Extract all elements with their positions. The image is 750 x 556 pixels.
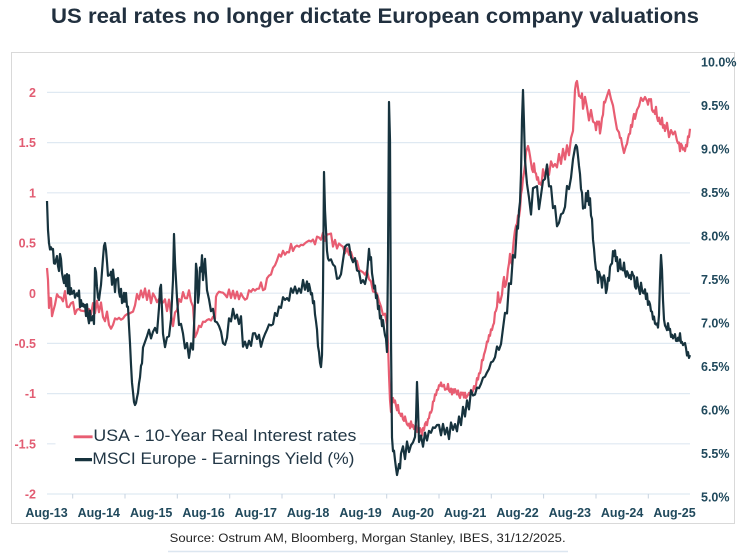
svg-text:6.5%: 6.5%	[701, 360, 730, 374]
svg-text:Aug-18: Aug-18	[287, 506, 329, 520]
svg-text:Aug-15: Aug-15	[130, 506, 172, 520]
svg-text:Aug-24: Aug-24	[601, 506, 643, 520]
svg-text:8.0%: 8.0%	[701, 230, 730, 244]
svg-text:0: 0	[29, 287, 36, 301]
svg-text:10.0%: 10.0%	[701, 56, 736, 70]
svg-text:Aug-19: Aug-19	[339, 506, 381, 520]
svg-text:Aug-21: Aug-21	[444, 506, 486, 520]
svg-text:2: 2	[29, 86, 36, 100]
svg-text:7.0%: 7.0%	[701, 317, 730, 331]
svg-text:9.5%: 9.5%	[701, 99, 730, 113]
svg-text:-0.5: -0.5	[14, 337, 36, 351]
svg-text:-2: -2	[25, 488, 36, 502]
svg-text:Aug-20: Aug-20	[392, 506, 434, 520]
svg-text:5.0%: 5.0%	[701, 491, 730, 505]
svg-text:Aug-14: Aug-14	[78, 506, 120, 520]
svg-text:US real rates no longer dictat: US real rates no longer dictate European…	[51, 3, 699, 28]
svg-text:0.5: 0.5	[19, 237, 36, 251]
svg-text:Source: Ostrum AM, Bloomberg,: Source: Ostrum AM, Bloomberg, Morgan Sta…	[170, 531, 566, 545]
svg-text:Aug-17: Aug-17	[235, 506, 277, 520]
svg-text:Aug-16: Aug-16	[182, 506, 224, 520]
svg-text:Aug-13: Aug-13	[25, 506, 67, 520]
svg-text:8.5%: 8.5%	[701, 186, 730, 200]
svg-text:5.5%: 5.5%	[701, 447, 730, 461]
svg-text:Aug-22: Aug-22	[496, 506, 538, 520]
svg-text:Aug-25: Aug-25	[653, 506, 695, 520]
svg-text:1: 1	[29, 186, 36, 200]
svg-text:-1.5: -1.5	[14, 437, 36, 451]
svg-text:1.5: 1.5	[19, 136, 36, 150]
svg-text:MSCI Europe - Earnings Yield (: MSCI Europe - Earnings Yield (%)	[92, 450, 354, 468]
svg-text:USA - 10-Year Real Interest ra: USA - 10-Year Real Interest rates	[93, 427, 356, 445]
svg-text:9.0%: 9.0%	[701, 143, 730, 157]
svg-text:7.5%: 7.5%	[701, 273, 730, 287]
svg-text:Aug-23: Aug-23	[549, 506, 591, 520]
svg-text:-1: -1	[25, 387, 36, 401]
svg-text:6.0%: 6.0%	[701, 404, 730, 418]
